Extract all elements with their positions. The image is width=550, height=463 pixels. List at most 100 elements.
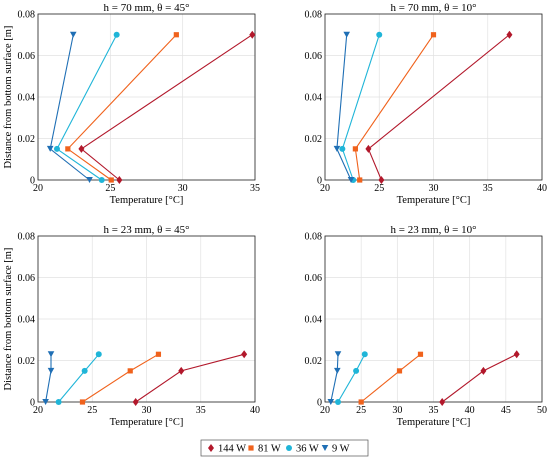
series-81w [358,351,424,405]
y-tick-label: 0 [30,176,35,187]
legend-entry-144w: 144 W [208,444,246,455]
y-tick-label: 0.06 [18,51,36,62]
legend-label: 9 W [332,444,350,455]
y-tick-label: 0.04 [305,315,323,326]
y-tick-label: 0.06 [18,273,36,284]
x-axis-label: Temperature [°C] [110,195,184,206]
data-point-81w [155,351,162,357]
data-point-36w [361,351,368,358]
x-tick-label: 35 [483,183,493,194]
x-axis-label: Temperature [°C] [110,417,184,428]
series-144w [78,30,256,184]
legend-label: 36 W [296,444,319,455]
data-point-36w [376,31,383,38]
y-tick-label: 0.04 [305,93,323,104]
chart-title: h = 70 mm, θ = 10° [391,2,477,14]
legend-marker-36w [286,445,292,451]
x-tick-label: 40 [465,405,475,416]
axes-frame [37,235,256,403]
x-tick-label: 40 [537,183,547,194]
data-point-144w [480,366,487,375]
data-point-144w [439,398,446,406]
legend-marker-144w [208,444,214,452]
legend-label: 144 W [218,444,246,455]
series-81w [352,32,437,183]
series-144w [365,30,513,184]
series-9w [42,351,55,405]
series-9w [46,31,93,183]
data-point-9w [333,367,341,374]
x-tick-label: 20 [320,183,330,194]
series-144w [132,350,248,406]
data-point-81w [358,399,364,405]
data-point-144w [365,144,372,153]
legend-entry-9w: 9 W [321,444,350,455]
data-point-36w [55,399,62,405]
series-81w [79,351,162,405]
axes-frame [324,13,543,181]
y-tick-label: 0.02 [305,356,323,367]
data-point-9w [327,399,335,405]
data-point-36w [335,399,342,405]
x-tick-label: 50 [537,405,547,416]
y-tick-label: 0.08 [305,10,323,21]
axes-frame [37,13,256,181]
chart-title: h = 70 mm, θ = 45° [104,2,190,14]
data-point-9w [343,31,350,38]
data-point-144w [513,350,520,359]
x-tick-label: 25 [374,183,384,194]
series-144w [439,350,520,406]
data-point-81w [417,351,424,357]
x-tick-label: 20 [33,183,43,194]
x-tick-label: 30 [178,183,188,194]
y-tick-label: 0.08 [18,10,36,21]
legend-label: 81 W [258,444,281,455]
data-point-36w [353,367,360,374]
x-tick-label: 35 [250,183,260,194]
legend: 144 W 81 W 36 W 9 W [200,439,369,457]
data-point-9w [69,31,77,38]
data-point-9w [334,351,342,358]
series-36w [53,31,120,183]
data-point-81w [79,399,86,405]
y-tick-label: 0 [317,176,322,187]
y-tick-label: 0.08 [305,232,323,243]
data-point-36w [339,145,346,152]
data-point-81w [430,32,437,38]
y-tick-label: 0.06 [305,273,323,284]
y-tick-label: 0.04 [18,315,36,326]
data-point-36w [53,145,60,152]
data-point-144w [506,30,513,39]
x-tick-label: 20 [320,405,330,416]
chart-panel-3: 20 25 30 35 40 0 0.02 0.04 0.06 0.08 h = 23 mm, θ … [3,224,260,428]
legend-marker-9w [321,445,329,451]
panels: 20 25 30 35 0 0.02 0.04 0.06 0.08 h = 70 mm, θ = … [3,2,547,428]
legend-marker-81w [248,445,254,451]
x-tick-label: 30 [392,405,402,416]
y-tick-label: 0.06 [305,51,323,62]
data-point-81w [357,177,363,183]
y-tick-label: 0.08 [18,232,36,243]
series-36w [339,31,383,183]
x-tick-label: 25 [105,183,115,194]
x-tick-label: 40 [250,405,260,416]
y-tick-label: 0.02 [18,356,36,367]
x-tick-label: 30 [142,405,152,416]
x-tick-label: 30 [429,183,439,194]
data-point-36w [98,177,105,183]
data-point-9w [333,145,341,152]
data-point-9w [47,367,55,374]
y-tick-label: 0.02 [305,134,323,145]
data-point-81w [108,177,114,183]
legend-entry-36w: 36 W [286,444,319,455]
data-point-144w [116,176,123,184]
x-tick-label: 25 [87,405,97,416]
legend-entry-81w: 81 W [248,444,281,455]
chart-panel-1: 20 25 30 35 0 0.02 0.04 0.06 0.08 h = 70 mm, θ = … [3,2,260,206]
y-tick-label: 0 [30,398,35,409]
x-tick-label: 45 [501,405,511,416]
data-point-144w [378,176,385,184]
data-point-81w [396,368,403,374]
data-point-144w [241,350,248,359]
